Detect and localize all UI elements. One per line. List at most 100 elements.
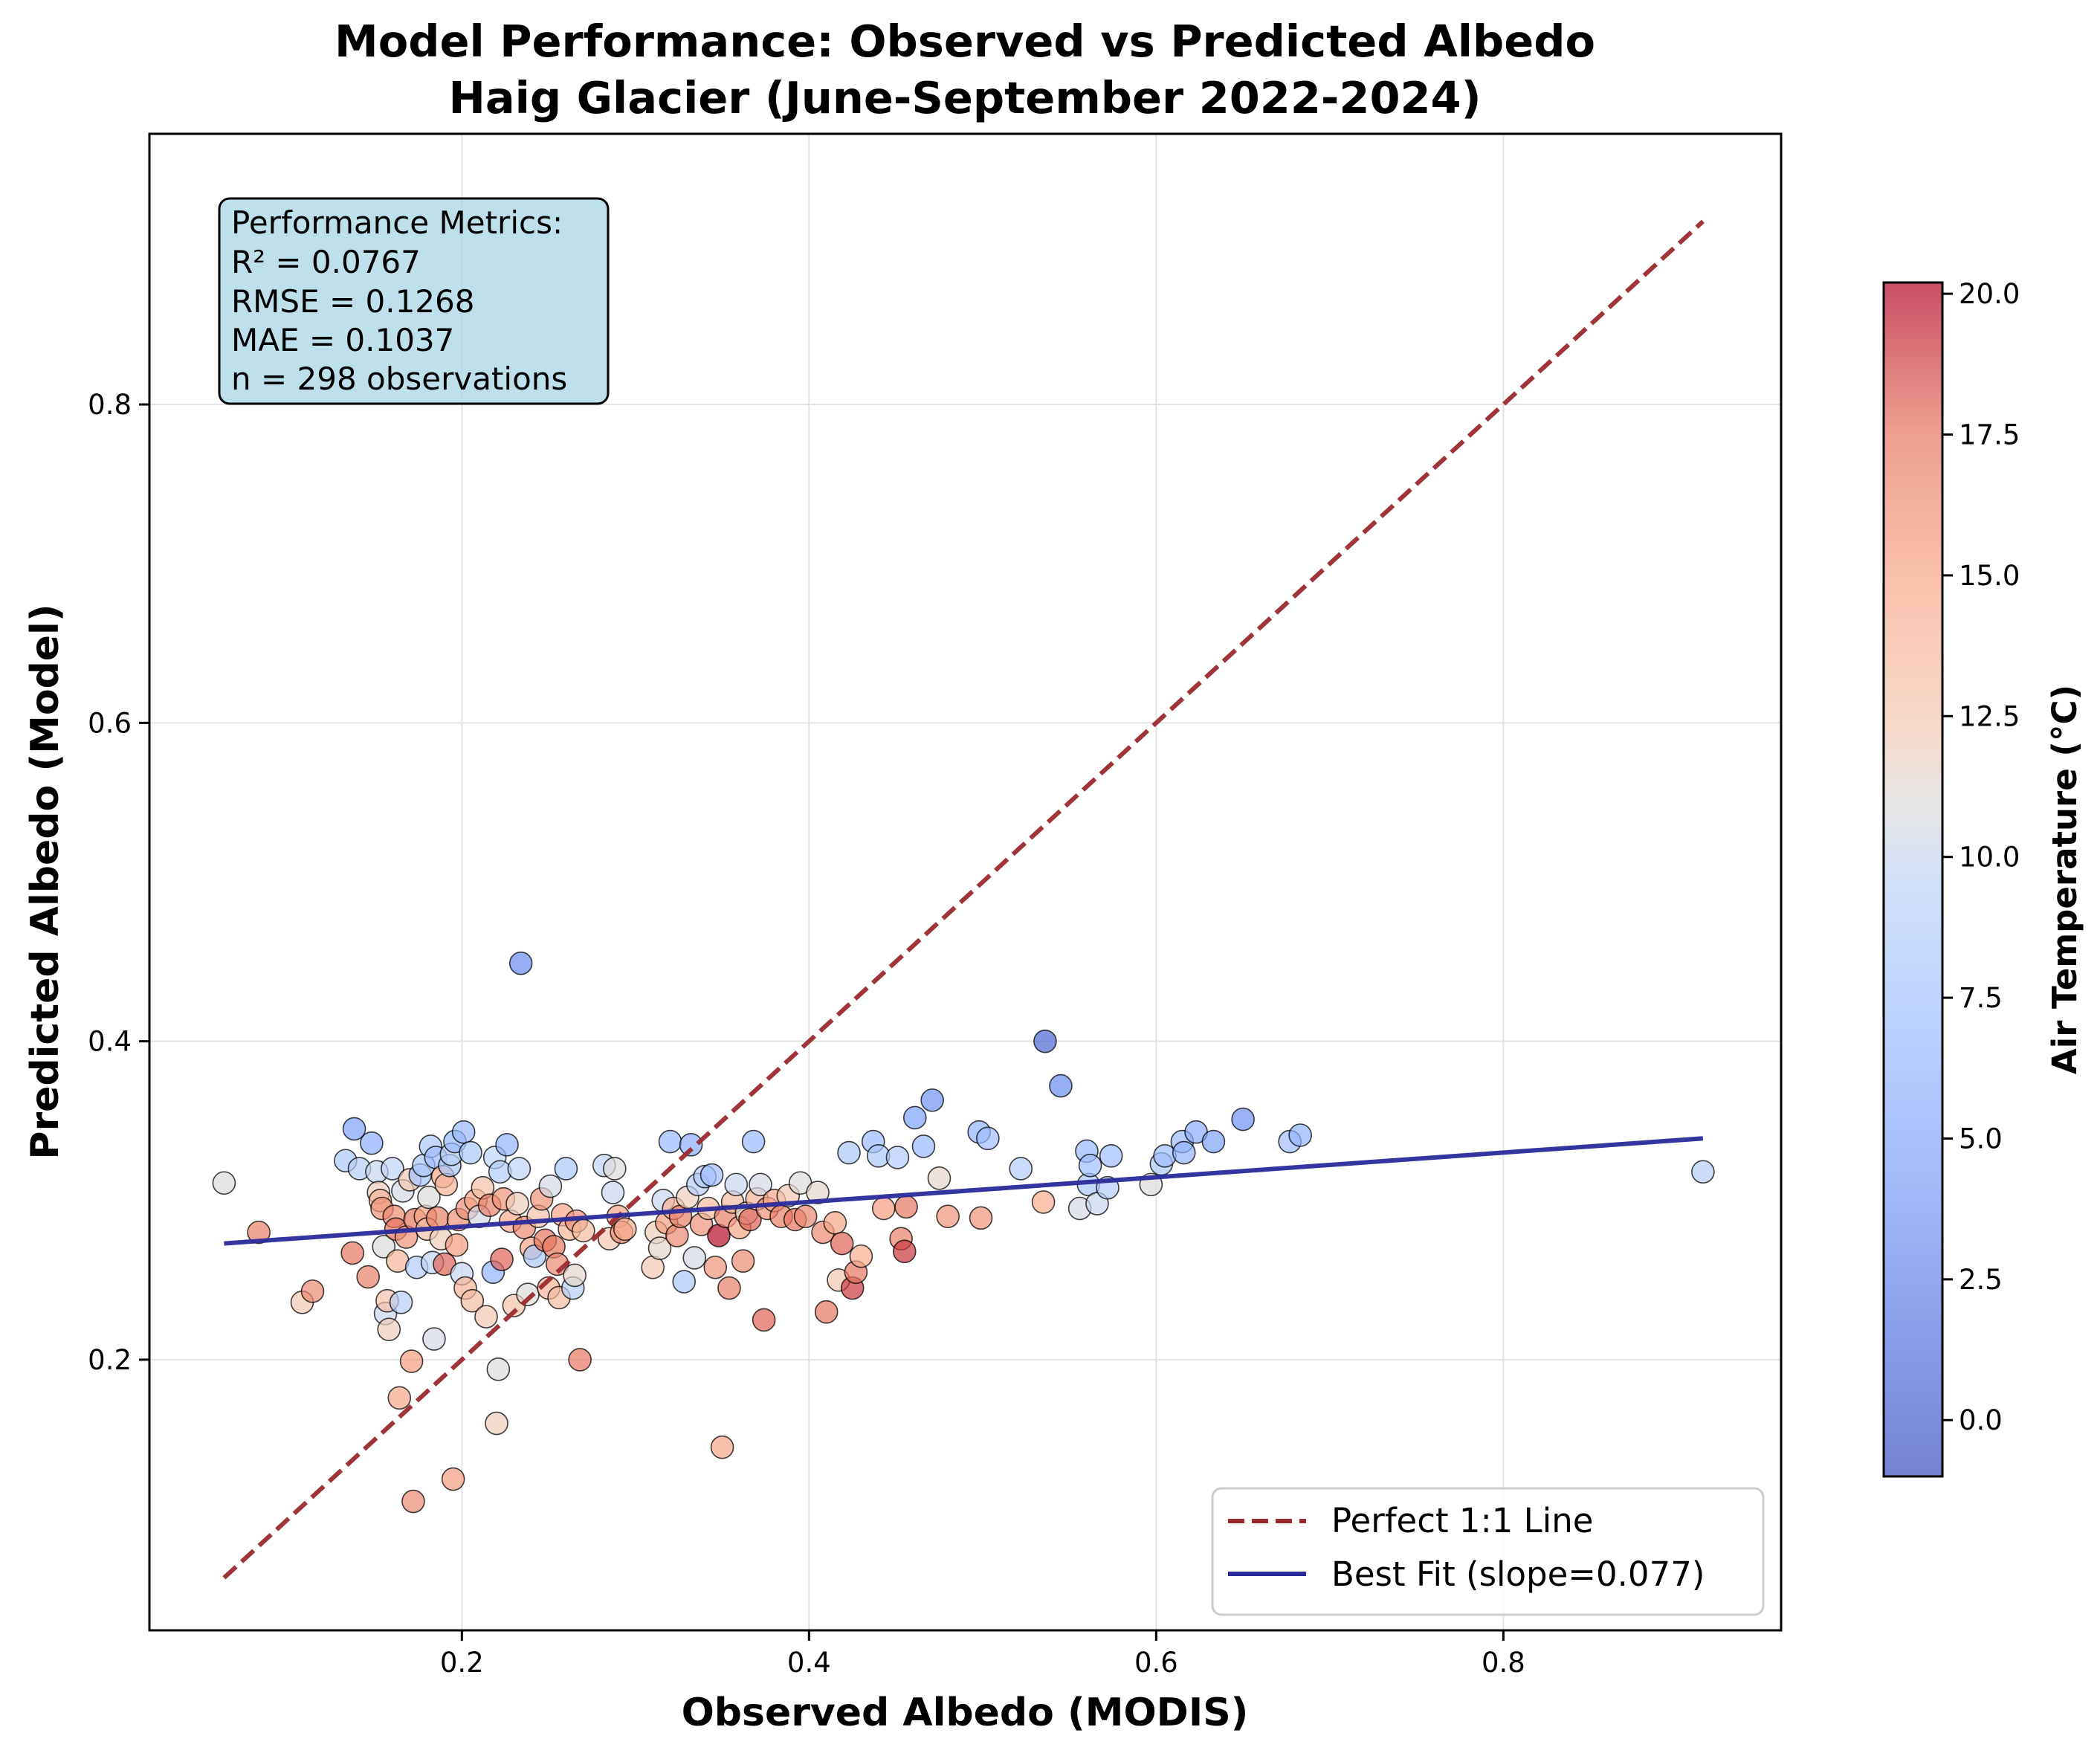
scatter-point bbox=[731, 1249, 755, 1273]
scatter-point bbox=[387, 1386, 412, 1410]
scatter-point bbox=[752, 1308, 776, 1332]
perfect-1-1-line bbox=[222, 219, 1705, 1580]
x-tick-label: 0.4 bbox=[787, 1647, 831, 1679]
y-tick-label: 0.8 bbox=[88, 389, 132, 421]
scatter-point bbox=[1031, 1190, 1056, 1214]
scatter-point bbox=[885, 1146, 910, 1169]
scatter-point bbox=[340, 1241, 365, 1265]
scatter-point bbox=[381, 1157, 404, 1181]
scatter-point bbox=[1033, 1029, 1057, 1053]
scatter-point bbox=[372, 1235, 396, 1259]
scatter-point bbox=[1172, 1140, 1196, 1165]
scatter-point bbox=[563, 1263, 587, 1288]
scatter-point bbox=[1049, 1074, 1073, 1098]
legend: Perfect 1:1 Line Best Fit (slope=0.077) bbox=[1211, 1487, 1765, 1616]
scatter-point bbox=[516, 1282, 540, 1306]
scatter-point bbox=[486, 1357, 511, 1381]
scatter-point bbox=[601, 1181, 625, 1204]
scatter-point bbox=[212, 1171, 236, 1195]
x-axis-ticks: 0.2 0.4 0.6 0.8 bbox=[440, 1630, 1525, 1679]
scatter-point bbox=[538, 1174, 563, 1198]
scatter-point bbox=[679, 1133, 703, 1157]
scatter-point bbox=[434, 1172, 459, 1197]
scatter-point bbox=[422, 1327, 446, 1351]
colorbar-tick-label: 7.5 bbox=[1959, 982, 2003, 1014]
scatter-point bbox=[356, 1265, 381, 1289]
colorbar-tick-label: 15.0 bbox=[1959, 560, 2020, 592]
scatter-point bbox=[927, 1166, 952, 1190]
scatter-point bbox=[441, 1467, 465, 1491]
scatter-point bbox=[474, 1305, 498, 1329]
scatter-point bbox=[793, 1204, 818, 1229]
colorbar: 0.0 2.5 5.0 7.5 10.0 12.5 15.0 17.5 20.0 Air Tem… bbox=[1882, 278, 2084, 1478]
x-tick-label: 0.6 bbox=[1134, 1647, 1178, 1679]
scatter-point bbox=[445, 1233, 469, 1257]
scatter-point bbox=[806, 1181, 830, 1204]
metrics-box: Performance Metrics: R² = 0.0767 RMSE = … bbox=[218, 197, 610, 405]
colorbar-ticks: 0.0 2.5 5.0 7.5 10.0 12.5 15.0 17.5 20.0 bbox=[1942, 278, 2020, 1436]
scatter-point bbox=[490, 1247, 514, 1271]
x-tick-label: 0.8 bbox=[1482, 1647, 1525, 1679]
scatter-point bbox=[505, 1192, 529, 1216]
colorbar-tick-label: 5.0 bbox=[1959, 1123, 2003, 1155]
scatter-point bbox=[682, 1246, 707, 1270]
legend-label-ideal: Perfect 1:1 Line bbox=[1331, 1501, 1593, 1540]
colorbar-tick-label: 12.5 bbox=[1959, 700, 2020, 732]
x-axis-label: Observed Albedo (MODIS) bbox=[682, 1691, 1249, 1735]
scatter-point bbox=[700, 1163, 724, 1187]
scatter-point bbox=[401, 1489, 425, 1514]
scatter-point bbox=[460, 1288, 485, 1313]
scatter-point bbox=[399, 1349, 424, 1373]
metric-mae: MAE = 0.1037 bbox=[231, 322, 454, 358]
scatter-point bbox=[485, 1411, 508, 1436]
scatter-point bbox=[1099, 1144, 1123, 1168]
colorbar-gradient bbox=[1884, 283, 1942, 1476]
scatter-point bbox=[360, 1131, 384, 1155]
colorbar-tick-label: 20.0 bbox=[1959, 278, 2020, 310]
colorbar-tick-label: 2.5 bbox=[1959, 1264, 2003, 1296]
scatter-point bbox=[741, 1129, 766, 1154]
scatter-point bbox=[703, 1255, 728, 1279]
scatter-point bbox=[508, 951, 533, 975]
y-tick-label: 0.2 bbox=[88, 1344, 132, 1376]
scatter-point bbox=[672, 1270, 697, 1294]
scatter-point bbox=[665, 1224, 689, 1247]
y-tick-label: 0.4 bbox=[88, 1026, 132, 1058]
scatter-point bbox=[1078, 1153, 1102, 1178]
colorbar-frame bbox=[1882, 281, 1944, 1478]
scatter-point bbox=[976, 1126, 1000, 1151]
scatter-point bbox=[451, 1120, 476, 1144]
y-tick-label: 0.6 bbox=[88, 707, 132, 739]
scatter-point bbox=[342, 1117, 366, 1141]
scatter-point bbox=[247, 1220, 271, 1244]
scatter-point bbox=[902, 1105, 927, 1130]
scatter-point bbox=[568, 1348, 592, 1372]
scatter-point bbox=[507, 1157, 532, 1181]
scatter-point bbox=[377, 1317, 401, 1342]
scatter-point bbox=[495, 1133, 519, 1157]
scatter-point bbox=[1691, 1160, 1715, 1184]
scatter-point bbox=[849, 1244, 873, 1268]
metrics-header: Performance Metrics: bbox=[231, 204, 563, 241]
plot-frame bbox=[148, 132, 1783, 1632]
scatter-point bbox=[417, 1185, 441, 1210]
scatter-point bbox=[658, 1129, 682, 1154]
scatter-point bbox=[1201, 1129, 1226, 1154]
scatter-point bbox=[911, 1134, 936, 1158]
scatter-point bbox=[717, 1276, 741, 1300]
scatter-point bbox=[830, 1231, 854, 1256]
scatter-point bbox=[389, 1291, 413, 1314]
scatter-point bbox=[920, 1088, 944, 1112]
scatter-point bbox=[300, 1279, 325, 1303]
metrics-box-background bbox=[218, 197, 610, 405]
legend-label-fit: Best Fit (slope=0.077) bbox=[1331, 1555, 1705, 1594]
scatter-point bbox=[814, 1300, 839, 1324]
y-axis-label: Predicted Albedo (Model) bbox=[23, 604, 68, 1159]
best-fit-line bbox=[224, 1136, 1704, 1246]
scatter-point bbox=[837, 1140, 861, 1165]
chart-title: Model Performance: Observed vs Predicted… bbox=[335, 16, 1595, 67]
scatter-point bbox=[1288, 1123, 1312, 1147]
scatter-point bbox=[724, 1172, 749, 1197]
scatter-point bbox=[738, 1207, 762, 1232]
scatter-point bbox=[710, 1435, 734, 1459]
